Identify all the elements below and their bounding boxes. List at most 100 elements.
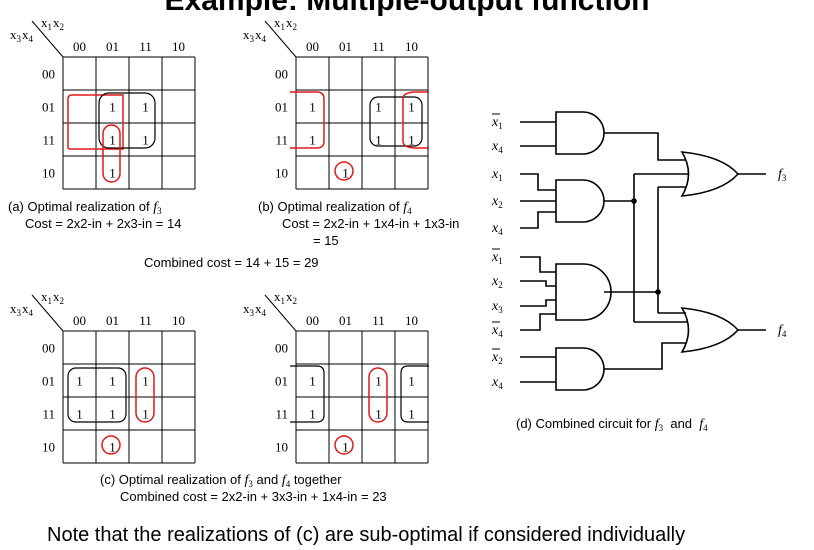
- and-gate: [555, 179, 605, 223]
- kmap-ones: 1 1 1 1 1 1 1: [76, 374, 149, 455]
- kmap-cell-one: 1: [408, 407, 415, 422]
- column-label: 11: [372, 39, 385, 54]
- row-label: 00: [42, 341, 55, 356]
- or-gate: [680, 307, 740, 353]
- corner-top-label: x1x2: [41, 289, 64, 306]
- caption-b-line3: = 15: [313, 233, 339, 248]
- column-label: 10: [405, 39, 418, 54]
- loop-red: [135, 367, 155, 423]
- input-label: x2: [491, 274, 503, 290]
- kmap-grid: [62, 330, 196, 464]
- row-label: 00: [275, 341, 288, 356]
- loop-red: [101, 435, 121, 455]
- kmap-cell-one: 1: [375, 407, 382, 422]
- column-label: 10: [172, 313, 185, 328]
- caption-d: (d) Combined circuit for f3 and f4: [516, 416, 708, 433]
- and-gate: [555, 111, 605, 155]
- circuit-input-labels: x1 x4 x1 x2 x4 x1 x2 x3 x4 x2 x4: [491, 113, 503, 391]
- output-label: f4: [778, 323, 787, 339]
- kmap-cell-one: 1: [142, 100, 149, 115]
- column-label: 01: [106, 313, 119, 328]
- column-label: 00: [306, 313, 319, 328]
- kmap-cell-one: 1: [408, 374, 415, 389]
- row-label: 11: [42, 133, 55, 148]
- kmap-cell-one: 1: [408, 100, 415, 115]
- column-label: 00: [73, 39, 86, 54]
- corner-top-label: x1x2: [274, 15, 297, 32]
- column-label: 01: [339, 39, 352, 54]
- loop-black: [369, 96, 423, 147]
- caption-b-line2: Cost = 2x2-in + 1x4-in + 1x3-in: [282, 216, 459, 231]
- column-label: 01: [339, 313, 352, 328]
- row-label: 11: [275, 407, 288, 422]
- combined-cost-ab: Combined cost = 14 + 15 = 29: [144, 255, 319, 270]
- wire: [604, 132, 685, 161]
- corner-top-label: x1x2: [274, 289, 297, 306]
- input-label: x1: [491, 167, 503, 183]
- column-labels: 00 01 11 10: [306, 39, 418, 54]
- kmap-grid: [62, 56, 196, 190]
- wire: [520, 313, 556, 331]
- input-label: x1: [491, 250, 503, 266]
- wire: [520, 173, 556, 191]
- column-labels: 00 01 11 10: [73, 313, 185, 328]
- kmap-ones: 1 1 1 1 1 1 1: [309, 374, 415, 455]
- kmap-cell-one: 1: [109, 374, 116, 389]
- input-label: x3: [491, 299, 503, 315]
- column-label: 01: [106, 39, 119, 54]
- column-labels: 00 01 11 10: [306, 313, 418, 328]
- corner-left-label: x3x4: [10, 301, 34, 318]
- column-label: 10: [405, 313, 418, 328]
- wire: [604, 342, 686, 370]
- kmap-cell-one: 1: [375, 374, 382, 389]
- kmap-cell-one: 1: [109, 407, 116, 422]
- column-label: 00: [73, 313, 86, 328]
- column-label: 11: [139, 313, 152, 328]
- circuit: [520, 111, 766, 391]
- loop-black: [400, 365, 429, 423]
- kmap-cell-one: 1: [309, 133, 316, 148]
- row-labels: 00 01 11 10: [275, 67, 288, 181]
- and-gate: [555, 347, 605, 391]
- kmap-cell-one: 1: [309, 407, 316, 422]
- circuit-output-labels: f3 f4: [778, 167, 787, 339]
- row-labels: 00 01 11 10: [42, 67, 55, 181]
- caption-a-line1: (a) Optimal realization of f3: [8, 199, 162, 216]
- corner-left-label: x3x4: [243, 27, 267, 44]
- column-label: 00: [306, 39, 319, 54]
- loop-red: [67, 94, 124, 150]
- or-gate: [680, 151, 740, 197]
- input-label: x2: [491, 350, 503, 366]
- row-label: 10: [42, 166, 55, 181]
- row-label: 01: [275, 374, 288, 389]
- kmap-cell-one: 1: [375, 133, 382, 148]
- kmap-cell-one: 1: [142, 407, 149, 422]
- caption-c-line1: (c) Optimal realization of f3 and f4 tog…: [100, 472, 342, 489]
- kmap-cell-one: 1: [342, 440, 349, 455]
- kmap-ones: 1 1 1 1 1: [109, 100, 149, 181]
- kmap-cell-one: 1: [309, 100, 316, 115]
- corner-top-label: x1x2: [41, 15, 64, 32]
- output-label: f3: [778, 167, 787, 183]
- loop-red: [368, 367, 388, 423]
- caption-b-line1: (b) Optimal realization of f4: [258, 199, 412, 216]
- column-labels: 00 01 11 10: [73, 39, 185, 54]
- row-label: 01: [275, 100, 288, 115]
- loop-red: [334, 161, 354, 181]
- corner-left-label: x3x4: [10, 27, 34, 44]
- wire: [520, 211, 556, 229]
- input-label: x2: [491, 194, 503, 210]
- column-label: 11: [139, 39, 152, 54]
- junction-dot: [631, 198, 637, 204]
- row-label: 01: [42, 374, 55, 389]
- input-label: x1: [491, 115, 503, 131]
- row-label: 00: [42, 67, 55, 82]
- kmap-grid: [295, 56, 429, 190]
- row-label: 00: [275, 67, 288, 82]
- kmap-cell-one: 1: [76, 374, 83, 389]
- loop-black: [290, 365, 325, 423]
- kmap-cell-one: 1: [109, 100, 116, 115]
- column-label: 10: [172, 39, 185, 54]
